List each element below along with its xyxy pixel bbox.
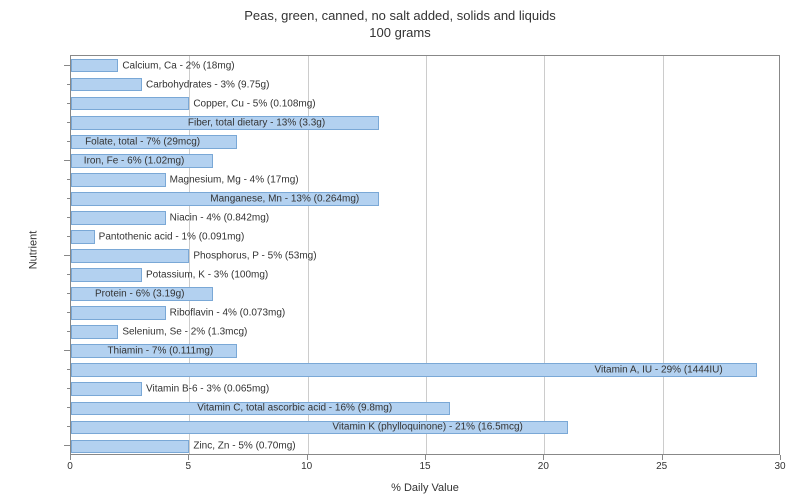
y-minor-tick (67, 407, 70, 408)
gridline (544, 56, 545, 454)
nutrient-label: Vitamin K (phylloquinone) - 21% (16.5mcg… (332, 422, 522, 433)
nutrient-bar (71, 249, 189, 263)
y-minor-tick (67, 198, 70, 199)
y-major-tick (64, 445, 70, 446)
nutrition-chart: Peas, green, canned, no salt added, soli… (0, 0, 800, 500)
gridline (426, 56, 427, 454)
x-tick-label: 10 (301, 461, 312, 472)
nutrient-label: Magnesium, Mg - 4% (17mg) (170, 174, 299, 185)
y-minor-tick (67, 141, 70, 142)
nutrient-label: Riboflavin - 4% (0.073mg) (170, 308, 286, 319)
nutrient-label: Iron, Fe - 6% (1.02mg) (84, 155, 185, 166)
y-minor-tick (67, 426, 70, 427)
nutrient-bar (71, 440, 189, 454)
nutrient-label: Fiber, total dietary - 13% (3.3g) (188, 117, 325, 128)
nutrient-label: Thiamin - 7% (0.111mg) (107, 346, 213, 357)
x-tick (425, 455, 426, 460)
x-tick-label: 30 (774, 461, 785, 472)
nutrient-bar (71, 78, 142, 92)
chart-title: Peas, green, canned, no salt added, soli… (0, 8, 800, 42)
y-minor-tick (67, 179, 70, 180)
nutrient-bar (71, 230, 95, 244)
x-tick-label: 0 (67, 461, 73, 472)
y-major-tick (64, 160, 70, 161)
y-major-tick (64, 350, 70, 351)
nutrient-label: Vitamin C, total ascorbic acid - 16% (9.… (197, 403, 392, 414)
y-minor-tick (67, 331, 70, 332)
nutrient-bar (71, 59, 118, 73)
x-tick (70, 455, 71, 460)
nutrient-label: Copper, Cu - 5% (0.108mg) (193, 98, 315, 109)
y-minor-tick (67, 293, 70, 294)
nutrient-bar (71, 306, 166, 320)
nutrient-label: Vitamin B-6 - 3% (0.065mg) (146, 384, 269, 395)
nutrient-label: Calcium, Ca - 2% (18mg) (122, 60, 234, 71)
nutrient-label: Zinc, Zn - 5% (0.70mg) (193, 441, 295, 452)
x-tick-label: 15 (419, 461, 430, 472)
y-minor-tick (67, 84, 70, 85)
x-tick (188, 455, 189, 460)
x-tick (662, 455, 663, 460)
x-tick (307, 455, 308, 460)
y-minor-tick (67, 217, 70, 218)
nutrient-bar (71, 211, 166, 225)
nutrient-label: Phosphorus, P - 5% (53mg) (193, 251, 316, 262)
plot-area: Calcium, Ca - 2% (18mg) Carbohydrates - 3… (70, 55, 780, 455)
nutrient-label: Potassium, K - 3% (100mg) (146, 270, 268, 281)
x-tick-label: 25 (656, 461, 667, 472)
nutrient-label: Protein - 6% (3.19g) (95, 289, 185, 300)
y-minor-tick (67, 312, 70, 313)
y-major-tick (64, 65, 70, 66)
y-major-tick (64, 255, 70, 256)
y-minor-tick (67, 388, 70, 389)
nutrient-label: Folate, total - 7% (29mcg) (85, 136, 200, 147)
nutrient-label: Carbohydrates - 3% (9.75g) (146, 79, 269, 90)
y-minor-tick (67, 369, 70, 370)
x-tick-label: 20 (538, 461, 549, 472)
nutrient-label: Vitamin A, IU - 29% (1444IU) (595, 365, 723, 376)
nutrient-bar (71, 382, 142, 396)
nutrient-label: Manganese, Mn - 13% (0.264mg) (210, 193, 359, 204)
chart-title-line1: Peas, green, canned, no salt added, soli… (0, 8, 800, 25)
nutrient-bar (71, 325, 118, 339)
y-minor-tick (67, 274, 70, 275)
nutrient-label: Selenium, Se - 2% (1.3mcg) (122, 327, 247, 338)
x-tick (543, 455, 544, 460)
x-tick-label: 5 (186, 461, 192, 472)
nutrient-label: Niacin - 4% (0.842mg) (170, 212, 269, 223)
nutrient-bar (71, 173, 166, 187)
chart-title-line2: 100 grams (0, 25, 800, 42)
nutrient-bar (71, 97, 189, 111)
x-tick (780, 455, 781, 460)
x-axis-label: % Daily Value (70, 482, 780, 494)
y-minor-tick (67, 236, 70, 237)
y-axis-label: Nutrient (27, 231, 39, 270)
y-minor-tick (67, 122, 70, 123)
nutrient-label: Pantothenic acid - 1% (0.091mg) (99, 231, 245, 242)
nutrient-bar (71, 268, 142, 282)
gridline (663, 56, 664, 454)
y-minor-tick (67, 103, 70, 104)
